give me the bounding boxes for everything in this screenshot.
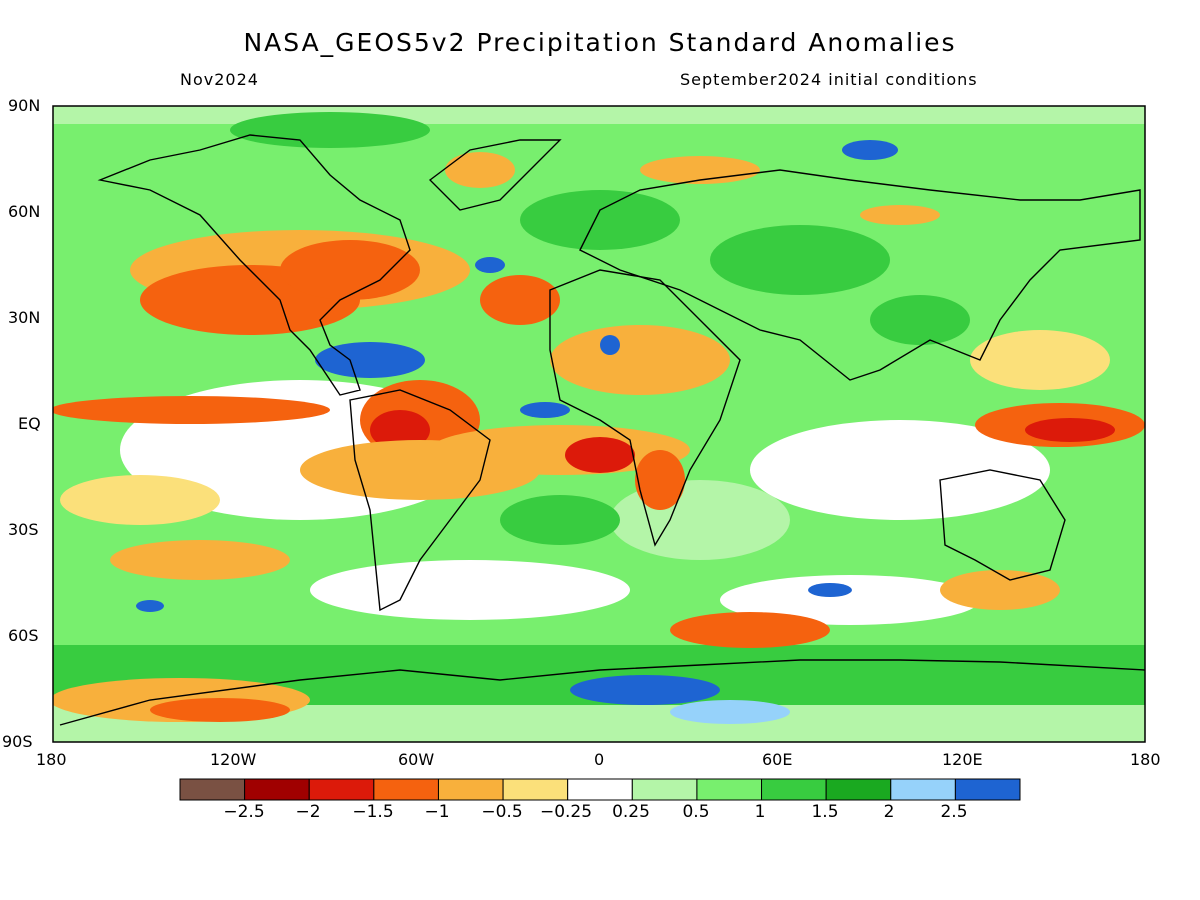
lon-label-60e: 60E: [762, 750, 793, 769]
colorbar-swatch: [890, 778, 956, 801]
colorbar: [179, 778, 1021, 801]
colorbar-label: −2.5: [223, 802, 265, 822]
lon-label-180e: 180: [1130, 750, 1161, 769]
colorbar-label: −2: [295, 802, 321, 822]
lon-label-180w: 180: [36, 750, 67, 769]
colorbar-label: 1: [754, 802, 766, 822]
colorbar-label: 1.5: [811, 802, 839, 822]
colorbar-label: −0.25: [539, 802, 593, 822]
lat-label-90n: 90N: [8, 96, 41, 115]
colorbar-swatch: [308, 778, 375, 801]
colorbar-label: −1: [424, 802, 450, 822]
colorbar-swatch: [373, 778, 439, 801]
colorbar-swatch: [502, 778, 569, 801]
initial-conditions: September2024 initial conditions: [680, 70, 978, 89]
colorbar-swatch: [825, 778, 892, 801]
colorbar-swatch: [567, 778, 633, 801]
colorbar-swatch: [631, 778, 698, 801]
colorbar-label: 0.25: [612, 802, 650, 822]
lat-label-30n: 30N: [8, 308, 41, 327]
lat-label-30s: 30S: [8, 520, 39, 539]
colorbar-label: 0.5: [682, 802, 710, 822]
lat-label-90s: 90S: [2, 732, 33, 751]
map-title: NASA_GEOS5v2 Precipitation Standard Anom…: [243, 28, 957, 57]
lat-label-eq: EQ: [18, 414, 41, 433]
colorbar-label: −0.5: [481, 802, 523, 822]
colorbar-swatch: [696, 778, 763, 801]
lat-label-60s: 60S: [8, 626, 39, 645]
map-frame: [52, 105, 1146, 743]
colorbar-label: 2.5: [940, 802, 968, 822]
forecast-month: Nov2024: [180, 70, 259, 89]
lon-label-60w: 60W: [398, 750, 435, 769]
lat-label-60n: 60N: [8, 202, 41, 221]
colorbar-label: −1.5: [352, 802, 394, 822]
colorbar-swatch: [179, 778, 246, 801]
map-field: [53, 106, 1145, 742]
colorbar-swatch: [244, 778, 310, 801]
colorbar-swatch: [761, 778, 827, 801]
lon-label-120w: 120W: [210, 750, 257, 769]
lon-label-120e: 120E: [942, 750, 983, 769]
colorbar-label: 2: [883, 802, 895, 822]
lon-label-0: 0: [594, 750, 605, 769]
colorbar-swatch: [437, 778, 504, 801]
colorbar-swatch: [954, 778, 1021, 801]
coastlines: [59, 134, 1145, 726]
